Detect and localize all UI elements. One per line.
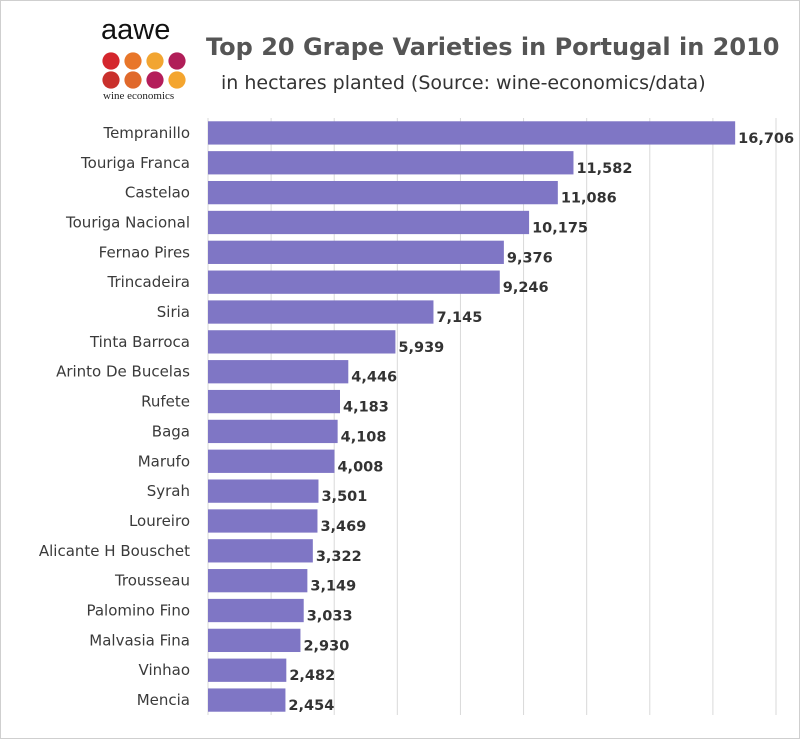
logo-wordmark: aawe <box>101 14 171 46</box>
category-label: Baga <box>152 422 190 440</box>
category-label: Touriga Franca <box>80 154 190 172</box>
category-label: Tempranillo <box>102 124 190 142</box>
value-label: 3,501 <box>321 489 367 505</box>
bar <box>208 151 574 175</box>
value-label: 3,149 <box>310 579 356 595</box>
bar <box>208 688 286 712</box>
bar <box>208 240 504 264</box>
bar <box>208 360 349 384</box>
chart-subtitle: in hectares planted (Source: wine-econom… <box>221 72 706 94</box>
bar <box>208 539 313 563</box>
category-label: Mencia <box>137 691 190 709</box>
value-label: 2,482 <box>289 668 335 684</box>
value-label: 3,322 <box>316 549 362 565</box>
category-label: Palomino Fino <box>86 602 190 620</box>
bar <box>208 419 338 444</box>
bar <box>208 509 318 533</box>
value-label: 4,008 <box>337 459 383 475</box>
value-label: 4,446 <box>351 370 397 386</box>
logo-dot <box>102 71 120 89</box>
category-label: Siria <box>157 303 190 321</box>
category-label: Trousseau <box>114 572 190 590</box>
category-label: Fernao Pires <box>99 243 191 261</box>
category-label: Alicante H Bouschet <box>39 542 190 560</box>
logo-dot <box>124 52 142 70</box>
category-label: Marufo <box>138 452 190 470</box>
category-label: Castelao <box>125 184 190 202</box>
category-label: Touriga Nacional <box>65 213 190 231</box>
bar <box>208 389 340 414</box>
value-label: 2,930 <box>303 638 349 654</box>
category-label: Syrah <box>147 482 190 500</box>
bar <box>208 449 335 473</box>
category-label: Rufete <box>141 393 190 411</box>
category-label: Trincadeira <box>106 273 190 291</box>
category-label: Vinhao <box>139 661 190 679</box>
logo-dot <box>146 71 164 89</box>
value-label: 16,706 <box>738 131 794 147</box>
value-label: 3,033 <box>307 609 353 625</box>
bar <box>208 598 304 623</box>
category-label: Loureiro <box>129 512 190 530</box>
chart-title: Top 20 Grape Varieties in Portugal in 20… <box>206 33 780 61</box>
bar <box>208 330 396 354</box>
value-label: 9,376 <box>507 250 553 266</box>
value-label: 4,183 <box>343 400 389 416</box>
aawe-logo: aawe wine economics <box>101 15 193 105</box>
value-label: 3,469 <box>320 519 366 535</box>
bar <box>208 180 558 205</box>
value-label: 4,108 <box>341 429 387 445</box>
category-label: Tinta Barroca <box>89 333 190 351</box>
bar <box>208 628 301 653</box>
value-label: 9,246 <box>503 280 549 296</box>
logo-dot <box>146 52 164 70</box>
value-label: 11,086 <box>561 191 617 207</box>
logo-dots <box>102 52 186 89</box>
logo-dot <box>124 71 142 89</box>
bar <box>208 300 434 324</box>
logo-dot <box>102 52 120 70</box>
bar <box>208 658 287 682</box>
value-label: 10,175 <box>532 220 588 236</box>
bar <box>208 210 530 235</box>
value-label: 2,454 <box>288 698 334 714</box>
bar <box>208 479 319 503</box>
category-label: Malvasia Fina <box>89 631 190 649</box>
value-label: 5,939 <box>398 340 444 356</box>
bar <box>208 569 308 593</box>
logo-dot <box>168 71 186 89</box>
bar <box>208 121 736 145</box>
value-label: 7,145 <box>436 310 482 326</box>
bar <box>208 270 500 294</box>
value-label: 11,582 <box>576 161 632 177</box>
category-label: Arinto De Bucelas <box>56 363 190 381</box>
logo-tagline: wine economics <box>103 90 175 102</box>
logo-dot <box>168 52 186 70</box>
